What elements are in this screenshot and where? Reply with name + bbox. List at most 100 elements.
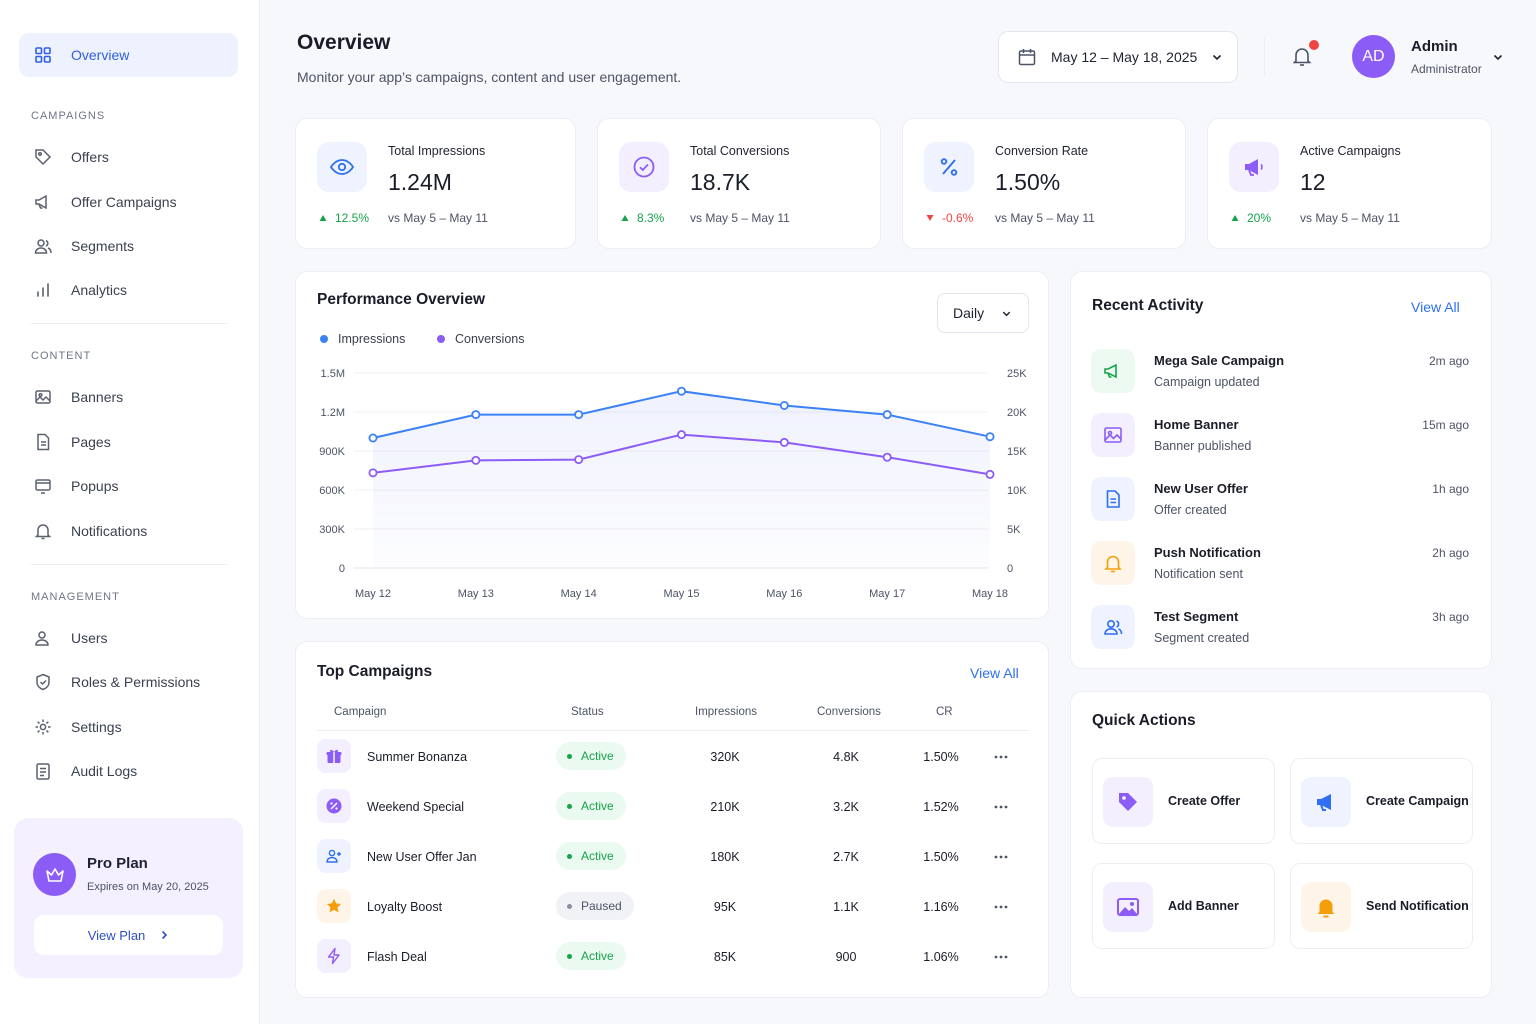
activity-time: 15m ago xyxy=(1422,418,1469,432)
view-plan-button[interactable]: View Plan xyxy=(34,915,223,955)
recent-activity-title: Recent Activity xyxy=(1092,297,1204,314)
sidebar-item-overview[interactable]: Overview xyxy=(19,33,238,77)
tag-icon xyxy=(1103,777,1153,827)
cell-cr: 1.50% xyxy=(923,850,959,864)
cell-cr: 1.06% xyxy=(923,950,959,964)
sidebar-item-pages[interactable]: Pages xyxy=(19,420,238,464)
crown-icon xyxy=(33,853,76,896)
status-label: Paused xyxy=(581,899,622,913)
sidebar-item-offer-campaigns[interactable]: Offer Campaigns xyxy=(19,180,238,224)
legend-item-conversions[interactable]: Conversions xyxy=(437,332,524,346)
notification-bell-icon[interactable] xyxy=(1290,44,1314,68)
x-tick-label: May 15 xyxy=(663,588,699,600)
plan-card: Pro Plan Expires on May 20, 2025 View Pl… xyxy=(14,818,243,978)
sidebar-item-segments[interactable]: Segments xyxy=(19,224,238,268)
sidebar-item-offers[interactable]: Offers xyxy=(19,135,238,179)
column-header-impressions: Impressions xyxy=(695,706,757,718)
data-point-impressions xyxy=(779,400,789,410)
recent-activity-card: Recent Activity View All Mega Sale Campa… xyxy=(1070,271,1492,669)
sidebar-item-label: Analytics xyxy=(71,282,128,298)
kpi-delta: 20% xyxy=(1231,211,1271,225)
quick-action-label: Create Campaign xyxy=(1366,794,1469,808)
megaphone-icon xyxy=(1301,777,1351,827)
gear-icon xyxy=(35,719,51,735)
star-icon xyxy=(317,889,351,923)
avatar[interactable]: AD xyxy=(1352,35,1395,78)
impressions-area xyxy=(373,391,990,568)
quick-actions-title: Quick Actions xyxy=(1092,712,1196,729)
users-icon xyxy=(1091,605,1135,649)
y-left-tick-label: 1.2M xyxy=(321,407,345,419)
more-options-icon[interactable] xyxy=(993,904,1009,910)
campaign-name[interactable]: Flash Deal xyxy=(367,950,427,964)
status-dot xyxy=(567,853,572,859)
campaign-name[interactable]: Loyalty Boost xyxy=(367,900,443,914)
kpi-card-conversions: Total Conversions 18.7K 8.3% vs May 5 – … xyxy=(597,118,881,249)
arrow-down-icon xyxy=(926,215,934,221)
plan-expiry: Expires on May 20, 2025 xyxy=(87,881,209,893)
y-right-tick-label: 20K xyxy=(1007,407,1027,419)
y-right-tick-label: 0 xyxy=(1007,563,1013,575)
kpi-compare: vs May 5 – May 11 xyxy=(388,211,488,225)
y-left-tick-label: 600K xyxy=(319,485,345,497)
top-campaigns-title: Top Campaigns xyxy=(317,663,433,680)
activity-time: 3h ago xyxy=(1432,610,1469,624)
quick-action-label: Add Banner xyxy=(1168,899,1239,913)
sidebar-item-audit-logs[interactable]: Audit Logs xyxy=(19,749,238,793)
more-options-icon[interactable] xyxy=(993,954,1009,960)
more-options-icon[interactable] xyxy=(993,854,1009,860)
campaign-name[interactable]: New User Offer Jan xyxy=(367,850,477,864)
status-label: Active xyxy=(581,749,614,763)
y-left-tick-label: 0 xyxy=(339,563,345,575)
bell-icon xyxy=(34,524,52,540)
legend-item-impressions[interactable]: Impressions xyxy=(320,332,405,346)
x-tick-label: May 13 xyxy=(458,588,494,600)
legend-label: Impressions xyxy=(338,332,406,346)
activity-view-all-link[interactable]: View All xyxy=(1411,299,1460,315)
sidebar-item-banners[interactable]: Banners xyxy=(19,375,238,419)
sidebar-item-analytics[interactable]: Analytics xyxy=(19,268,238,312)
activity-time: 2h ago xyxy=(1432,546,1469,560)
sidebar-item-settings[interactable]: Settings xyxy=(19,705,238,749)
kpi-value: 1.24M xyxy=(388,169,452,195)
send-notification-button[interactable]: Send Notification xyxy=(1290,863,1473,949)
y-left-tick-label: 900K xyxy=(319,446,345,458)
kpi-compare: vs May 5 – May 11 xyxy=(995,211,1095,225)
period-select[interactable]: Daily xyxy=(937,293,1029,333)
divider xyxy=(31,323,228,324)
status-badge: Paused xyxy=(556,892,634,920)
quick-action-label: Create Offer xyxy=(1168,794,1241,808)
cell-conversions: 2.7K xyxy=(833,850,859,864)
kpi-delta: 8.3% xyxy=(621,211,664,225)
activity-title: Mega Sale Campaign xyxy=(1154,353,1285,368)
user-name[interactable]: Admin xyxy=(1411,38,1458,55)
campaigns-view-all-link[interactable]: View All xyxy=(970,665,1019,681)
more-options-icon[interactable] xyxy=(993,754,1009,760)
data-point-conversions xyxy=(779,437,789,447)
more-options-icon[interactable] xyxy=(993,804,1009,810)
date-range-picker[interactable]: May 12 – May 18, 2025 xyxy=(998,31,1238,83)
header-divider xyxy=(1264,38,1265,76)
kpi-label: Active Campaigns xyxy=(1300,144,1401,158)
status-label: Active xyxy=(581,799,614,813)
eye-icon xyxy=(317,142,367,192)
campaign-name[interactable]: Weekend Special xyxy=(367,800,465,814)
add-banner-button[interactable]: Add Banner xyxy=(1092,863,1275,949)
create-campaign-button[interactable]: Create Campaign xyxy=(1290,758,1473,844)
data-point-conversions xyxy=(574,455,584,465)
kpi-compare: vs May 5 – May 11 xyxy=(1300,211,1400,225)
sidebar-item-roles-permissions[interactable]: Roles & Permissions xyxy=(19,660,238,704)
kpi-value: 12 xyxy=(1300,169,1326,195)
chevron-down-icon[interactable] xyxy=(1492,51,1504,63)
create-offer-button[interactable]: Create Offer xyxy=(1092,758,1275,844)
performance-card: Performance Overview Daily Impressions C… xyxy=(295,271,1049,619)
sidebar-item-notifications[interactable]: Notifications xyxy=(19,509,238,553)
sidebar-item-popups[interactable]: Popups xyxy=(19,464,238,508)
section-label-content: CONTENT xyxy=(31,350,92,362)
campaign-name[interactable]: Summer Bonanza xyxy=(367,750,468,764)
status-dot xyxy=(567,953,572,959)
kpi-card-active-campaigns: Active Campaigns 12 20% vs May 5 – May 1… xyxy=(1207,118,1492,249)
sidebar-item-users[interactable]: Users xyxy=(19,616,238,660)
kpi-label: Total Impressions xyxy=(388,144,486,158)
users-icon xyxy=(34,239,52,254)
